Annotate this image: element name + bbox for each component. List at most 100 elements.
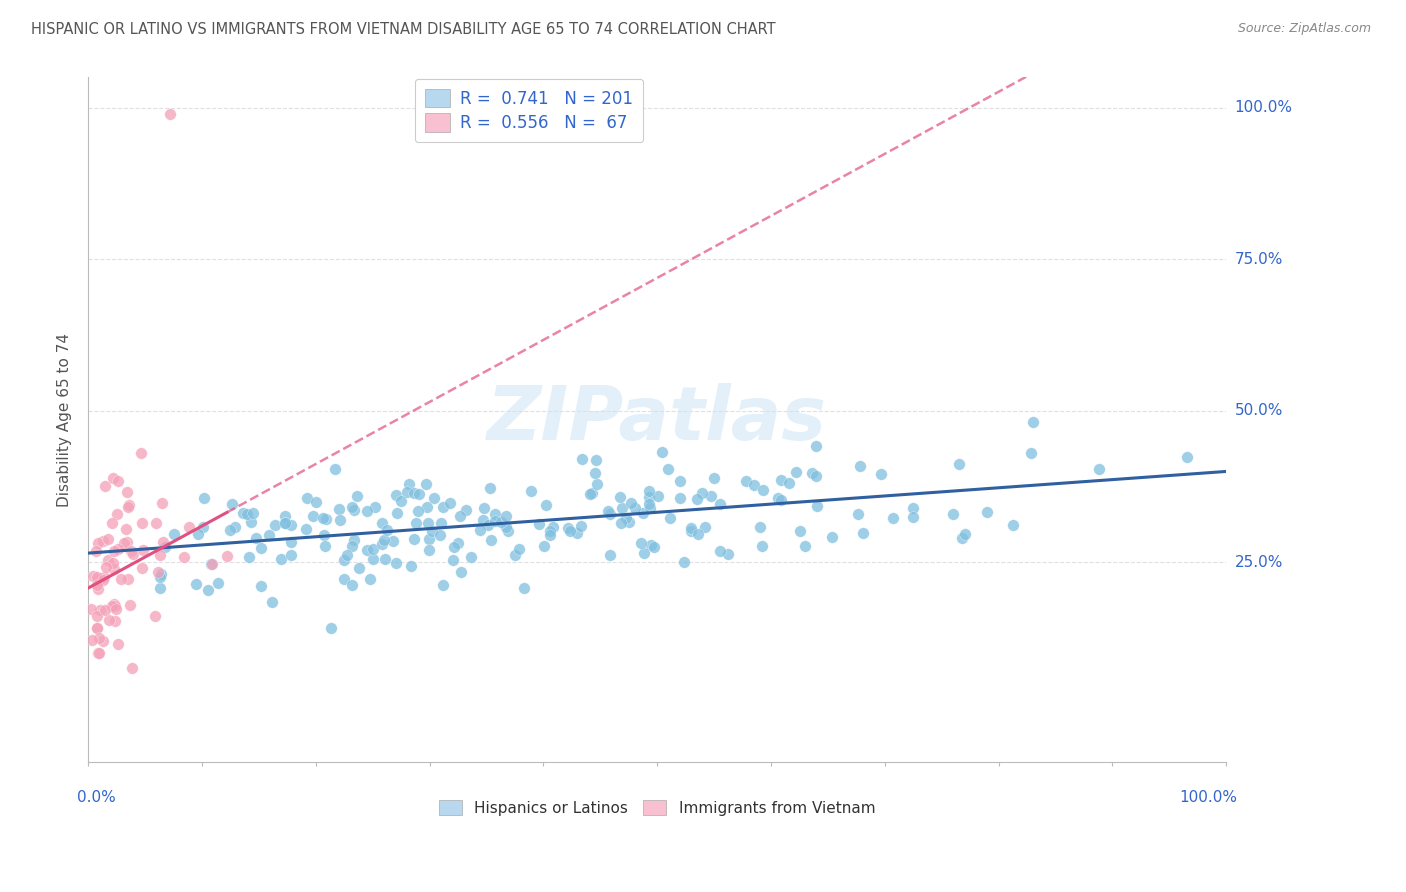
Point (121, 547, 143, 561)
Point (187, 527, 209, 541)
Point (416, 500, 439, 515)
Point (193, 491, 215, 505)
Point (101, 516, 124, 530)
Point (903, 510, 925, 524)
Point (311, 511, 333, 525)
Point (177, 520, 200, 534)
Point (976, 505, 998, 519)
Point (314, 539, 336, 553)
Point (381, 533, 404, 548)
Point (402, 532, 425, 546)
Point (709, 497, 731, 511)
Point (89, 603, 111, 617)
Point (768, 491, 790, 505)
Point (495, 520, 517, 534)
Point (948, 458, 970, 472)
Point (115, 484, 138, 499)
Point (173, 549, 195, 564)
Point (541, 520, 564, 534)
Point (742, 477, 765, 491)
Point (346, 489, 368, 503)
Point (87, 535, 110, 549)
Point (207, 575, 229, 590)
Point (105, 507, 128, 521)
Point (280, 535, 302, 549)
Point (610, 516, 633, 531)
Point (153, 540, 176, 554)
Point (1087, 462, 1109, 476)
Point (422, 524, 444, 538)
Point (82, 633, 104, 648)
Point (443, 541, 465, 555)
Point (93, 478, 115, 492)
Point (1022, 415, 1045, 429)
Point (215, 549, 238, 564)
Point (347, 561, 370, 575)
Point (112, 535, 135, 549)
Point (262, 595, 284, 609)
Point (89, 574, 111, 588)
Point (114, 522, 136, 536)
Point (630, 536, 652, 550)
Point (901, 501, 924, 516)
Point (131, 516, 153, 531)
Point (503, 548, 526, 562)
Point (472, 513, 495, 527)
Text: Source: ZipAtlas.com: Source: ZipAtlas.com (1237, 22, 1371, 36)
Point (340, 578, 363, 592)
Point (314, 528, 336, 542)
Point (709, 544, 731, 558)
Point (415, 477, 437, 491)
Text: 75.0%: 75.0% (1234, 252, 1282, 267)
Point (571, 452, 593, 467)
Point (257, 528, 280, 542)
Point (612, 500, 634, 515)
Point (356, 504, 378, 518)
Point (406, 504, 429, 518)
Point (280, 548, 302, 562)
Point (364, 500, 387, 514)
Point (633, 546, 655, 560)
Point (86, 621, 108, 635)
Point (640, 538, 662, 552)
Point (478, 481, 501, 495)
Point (93, 570, 115, 584)
Point (280, 517, 302, 532)
Point (121, 661, 143, 675)
Point (690, 485, 713, 500)
Point (408, 487, 430, 501)
Point (637, 483, 659, 498)
Point (132, 542, 155, 557)
Point (658, 511, 681, 525)
Point (98, 613, 121, 627)
Point (1175, 450, 1198, 464)
Point (533, 539, 555, 553)
Point (104, 599, 127, 614)
Point (695, 520, 717, 534)
Point (131, 561, 153, 575)
Point (432, 500, 454, 514)
Point (778, 476, 800, 491)
Point (163, 526, 186, 541)
Point (538, 524, 561, 538)
Point (245, 531, 267, 545)
Point (609, 490, 631, 504)
Point (385, 488, 408, 502)
Point (340, 500, 363, 514)
Point (513, 581, 536, 595)
Point (717, 547, 740, 561)
Point (93, 603, 115, 617)
Point (450, 566, 472, 580)
Point (200, 557, 222, 571)
Point (748, 519, 770, 533)
Point (804, 439, 827, 453)
Point (221, 497, 243, 511)
Point (472, 501, 495, 516)
Point (342, 539, 364, 553)
Point (536, 498, 558, 512)
Point (343, 533, 366, 548)
Point (640, 500, 662, 515)
Point (806, 499, 828, 513)
Point (599, 548, 621, 562)
Text: ZIPatlas: ZIPatlas (488, 384, 827, 457)
